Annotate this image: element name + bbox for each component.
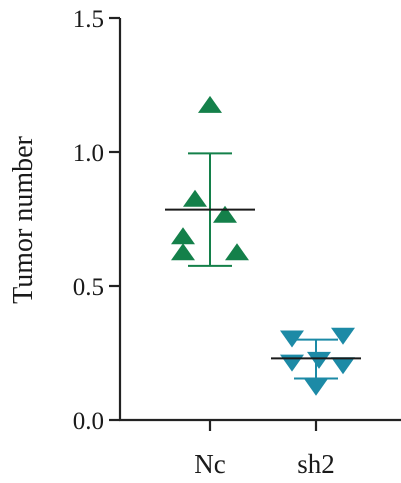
y-tick-label: 1.5 — [73, 6, 104, 33]
data-point — [304, 378, 328, 396]
y-tick-label: 0.0 — [73, 408, 104, 435]
x-tick-label: sh2 — [297, 449, 335, 479]
data-point — [280, 354, 304, 372]
data-point — [213, 205, 237, 223]
y-tick-label: 0.5 — [73, 274, 104, 301]
data-point — [198, 95, 222, 113]
x-axis-labels: Nc sh2 — [194, 420, 335, 479]
y-axis-title: Tumor number — [8, 135, 39, 303]
data-point — [331, 357, 355, 375]
x-tick-label: Nc — [194, 449, 225, 479]
data-point — [331, 327, 355, 345]
data-point — [183, 189, 207, 207]
data-point — [307, 351, 331, 369]
data-point — [171, 243, 195, 261]
plot-area — [165, 95, 361, 396]
data-point — [280, 330, 304, 348]
data-point — [225, 243, 249, 261]
y-tick-label: 1.0 — [73, 140, 104, 167]
y-axis-ticks: 0.0 0.5 1.0 1.5 — [73, 6, 120, 435]
data-point — [171, 227, 195, 245]
